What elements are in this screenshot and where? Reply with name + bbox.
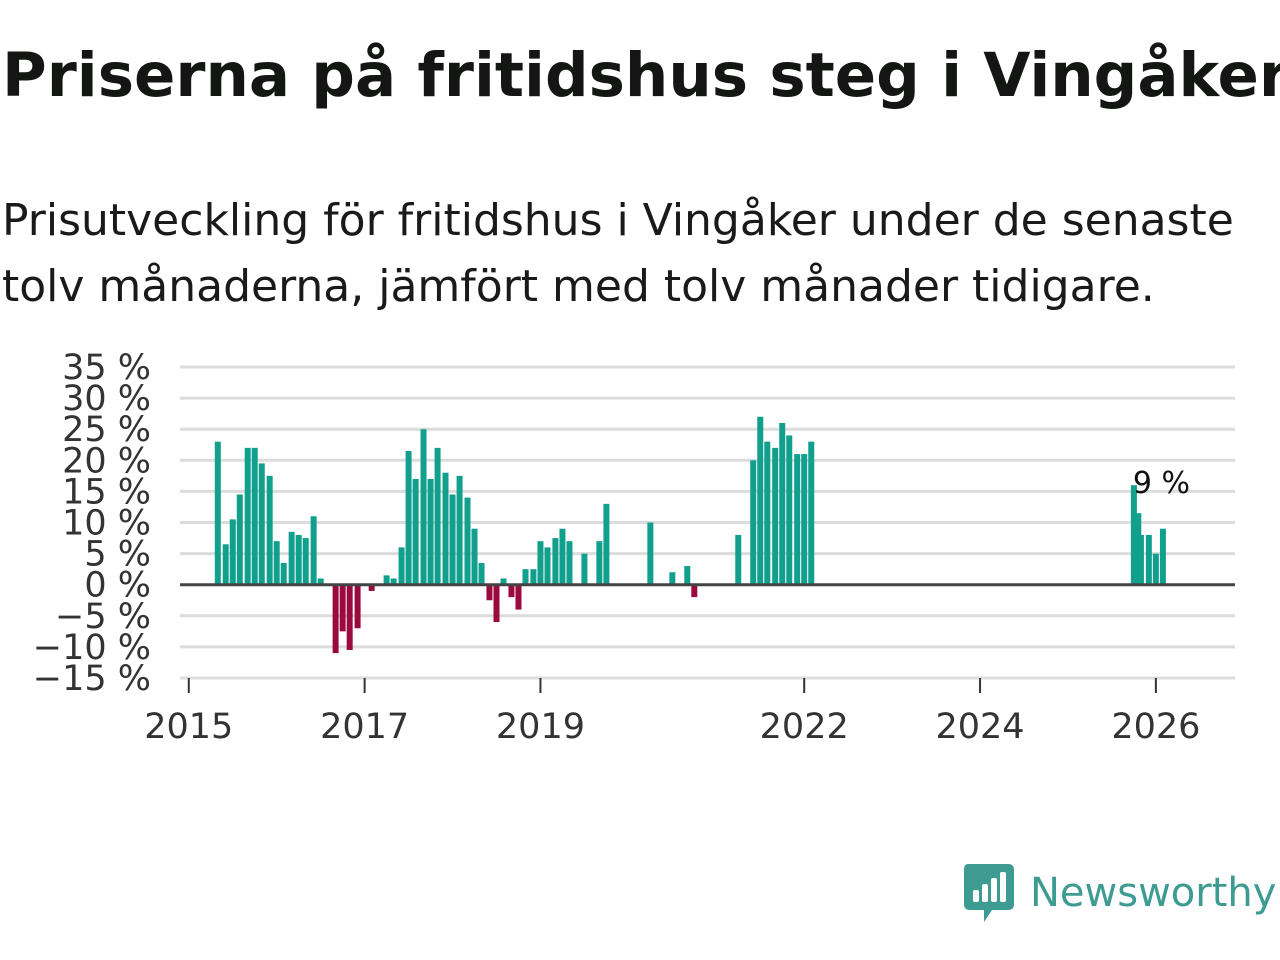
bar [515,584,522,610]
bar [222,544,229,585]
y-tick-label: 10 % [62,504,151,544]
y-tick-label: 35 % [62,348,151,388]
bar [236,494,243,585]
y-tick-label: 15 % [62,472,151,512]
bar [750,460,757,585]
bar [214,441,221,585]
bar [493,584,500,623]
x-axis: 2015 2017 2019 2022 2024 2026 [144,677,1235,747]
bar [302,538,309,585]
bar [280,562,287,585]
bar [266,475,273,585]
bar [442,472,449,585]
bar [229,519,236,585]
bar-chart: −15 %−10 %−5 %0 %5 %10 %15 %20 %25 %30 %… [33,348,1235,747]
bar [1145,534,1152,585]
bar [764,441,771,585]
y-tick-label: 30 % [62,379,151,419]
bars [214,416,1166,654]
bar [596,541,603,585]
bar [794,454,801,585]
y-tick-label: 25 % [62,410,151,450]
bar [295,534,302,585]
bar [251,447,258,585]
y-tick-label: 20 % [62,441,151,481]
bar [647,522,654,585]
bar [603,503,610,585]
bar [779,422,786,585]
bar [757,416,764,585]
last-value-label: 9 % [1133,466,1190,501]
bar [346,584,353,651]
bar [478,562,485,585]
bar [427,478,434,585]
bar [420,429,427,585]
bar [552,538,559,585]
bar [390,578,397,585]
bar [456,475,463,585]
bar [691,584,698,598]
bar [471,528,478,585]
bar [1137,534,1144,585]
bar [684,566,691,585]
bar [332,584,339,654]
bar [772,447,779,585]
newsworthy-logo-icon [964,864,1014,922]
y-axis: −15 %−10 %−5 %0 %5 %10 %15 %20 %25 %30 %… [33,348,151,699]
bar [544,547,551,585]
bar [405,450,412,585]
chart-subtitle: Prisutveckling för fritidshus i Vingåker… [2,195,1234,312]
bar [464,497,471,585]
bar [530,569,537,585]
y-tick-label: 0 % [84,566,151,606]
bar [339,584,346,632]
x-tick-label: 2017 [320,707,409,747]
bar [449,494,456,585]
x-tick-label: 2024 [936,707,1025,747]
bar [383,575,390,585]
y-tick-label: −15 % [33,659,151,699]
bar [735,534,742,585]
bar [288,531,295,585]
bar [801,454,808,585]
bar [486,584,493,601]
bar [354,584,361,629]
y-tick-label: −10 % [33,628,151,668]
y-tick-label: −5 % [55,597,151,637]
brand-name: Newsworthy [1030,870,1277,916]
bar [1152,553,1159,585]
bar [412,478,419,585]
y-tick-label: 5 % [84,535,151,575]
bar [258,463,265,585]
bar [786,435,793,585]
bar [508,584,515,598]
bar [317,578,324,585]
x-tick-label: 2026 [1111,707,1200,747]
bar [244,447,251,585]
bar [500,578,507,585]
bar [398,547,405,585]
bar [368,584,375,591]
x-tick-label: 2019 [496,707,585,747]
bar [808,441,815,585]
bar [522,569,529,585]
bar [273,541,280,585]
bar [559,528,566,585]
bar [537,541,544,585]
newsworthy-logo: Newsworthy [962,862,1276,924]
bar [669,572,676,585]
chart-title: Priserna på fritidshus steg i Vingåker [2,40,1280,111]
bar [434,447,441,585]
bar [1159,528,1166,585]
x-tick-label: 2022 [760,707,849,747]
bar [581,553,588,585]
bar [566,541,573,585]
bar [310,516,317,585]
bar [1130,485,1137,585]
x-tick-label: 2015 [144,707,233,747]
